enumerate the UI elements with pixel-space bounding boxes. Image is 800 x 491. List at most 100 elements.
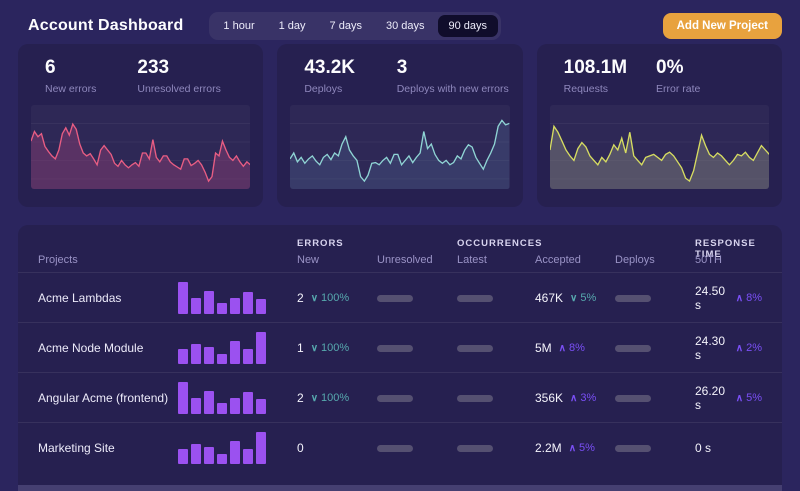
error-count-bar bbox=[230, 340, 240, 364]
accepted-trend-up: ∧ 3% bbox=[570, 391, 597, 404]
placeholder-pill bbox=[457, 444, 493, 452]
placeholder-pill bbox=[377, 294, 413, 302]
response-time-trend-up: ∧ 8% bbox=[735, 291, 762, 304]
errors-mini-bar-chart bbox=[178, 331, 297, 364]
stat-label: Deploys bbox=[304, 83, 343, 95]
error-count-bar bbox=[204, 446, 214, 464]
accepted-trend-up: ∧ 5% bbox=[568, 441, 595, 454]
occurrences-accepted-cell: 2.2M ∧ 5% bbox=[535, 441, 615, 455]
add-new-project-button[interactable]: Add New Project bbox=[662, 13, 782, 39]
placeholder-pill bbox=[615, 344, 651, 352]
chevron-up-icon: ∧ bbox=[558, 342, 566, 354]
stat-values: 6 New errors 233 Unresolved errors bbox=[31, 57, 250, 95]
error-count-bar bbox=[217, 353, 227, 364]
chevron-down-icon: ∨ bbox=[310, 342, 319, 354]
stat-requests: 108.1M Requests bbox=[564, 57, 656, 95]
stat-new-errors: 6 New errors bbox=[45, 57, 137, 95]
errors-new-cell: 0 bbox=[297, 441, 377, 455]
error-count-bar bbox=[230, 440, 240, 464]
placeholder-pill bbox=[615, 294, 651, 302]
group-header-occurrences: OCCURRENCES bbox=[457, 238, 543, 249]
new-errors-value: 2 bbox=[297, 290, 304, 305]
occurrences-accepted-cell: 356K ∧ 3% bbox=[535, 391, 615, 405]
error-count-bar bbox=[178, 381, 188, 414]
errors-mini-bar-chart bbox=[178, 381, 297, 414]
error-count-bar bbox=[217, 303, 227, 314]
new-errors-value: 1 bbox=[297, 340, 304, 355]
occurrences-latest-cell bbox=[457, 439, 535, 457]
accepted-trend-down: ∨ 5% bbox=[570, 291, 597, 304]
project-name-link[interactable]: Angular Acme (frontend) bbox=[38, 390, 169, 405]
stat-value: 6 bbox=[45, 57, 56, 78]
group-header-errors: ERRORS bbox=[297, 238, 344, 249]
placeholder-pill bbox=[377, 344, 413, 352]
error-count-bar bbox=[204, 391, 214, 414]
tab-30-days[interactable]: 30 days bbox=[385, 20, 425, 32]
new-errors-value: 0 bbox=[297, 440, 304, 455]
error-count-bar bbox=[256, 431, 266, 464]
error-count-bar bbox=[191, 298, 201, 314]
table-body: Acme Lambdas 2 ∨ 100% 467K ∨ 5% 24.50 s ∧ 8% A… bbox=[18, 272, 782, 472]
errors-unresolved-cell bbox=[377, 289, 457, 307]
col-header-latest: Latest bbox=[457, 253, 487, 266]
tab-1-hour[interactable]: 1 hour bbox=[223, 20, 255, 32]
chevron-down-icon: ∨ bbox=[310, 292, 319, 304]
response-time-trend-up: ∧ 5% bbox=[735, 391, 762, 404]
header: Account Dashboard 1 hour 1 day 7 days 30 da… bbox=[0, 0, 800, 42]
error-count-bar bbox=[204, 346, 214, 364]
stat-unresolved-errors: 233 Unresolved errors bbox=[137, 57, 250, 95]
response-time-50th-cell: 0 s bbox=[695, 441, 762, 455]
tab-1-day[interactable]: 1 day bbox=[278, 20, 306, 32]
chevron-up-icon: ∧ bbox=[570, 392, 578, 404]
error-count-bar bbox=[191, 343, 201, 364]
errors-stat-card: 6 New errors 233 Unresolved errors bbox=[18, 44, 264, 207]
error-count-bar bbox=[217, 453, 227, 464]
deploys-stat-card: 43.2K Deploys 3 Deploys with new errors bbox=[277, 44, 523, 207]
error-count-bar bbox=[178, 349, 188, 364]
errors-new-cell: 2 ∨ 100% bbox=[297, 291, 377, 305]
table-row[interactable]: Acme Lambdas 2 ∨ 100% 467K ∨ 5% 24.50 s ∧ 8% bbox=[18, 272, 782, 322]
stat-deploys: 43.2K Deploys bbox=[304, 57, 396, 95]
chevron-down-icon: ∨ bbox=[310, 392, 319, 404]
chevron-up-icon: ∧ bbox=[735, 292, 744, 304]
placeholder-pill bbox=[457, 344, 493, 352]
table-row[interactable]: Marketing Site 0 2.2M ∧ 5% 0 s bbox=[18, 422, 782, 472]
errors-new-cell: 1 ∨ 100% bbox=[297, 341, 377, 355]
error-count-bar bbox=[256, 331, 266, 364]
error-count-bar bbox=[256, 399, 266, 414]
stat-values: 43.2K Deploys 3 Deploys with new errors bbox=[290, 57, 509, 95]
errors-unresolved-cell bbox=[377, 339, 457, 357]
project-name-link[interactable]: Acme Lambdas bbox=[38, 290, 122, 305]
col-header-new: New bbox=[297, 253, 320, 266]
stat-value: 0% bbox=[656, 57, 684, 78]
project-name-link[interactable]: Acme Node Module bbox=[38, 340, 144, 355]
table-row[interactable]: Angular Acme (frontend) 2 ∨ 100% 356K ∧ 3% 2… bbox=[18, 372, 782, 422]
response-time-value: 0 s bbox=[695, 440, 712, 455]
occurrences-latest-cell bbox=[457, 389, 535, 407]
response-time-value: 24.30 s bbox=[695, 333, 726, 362]
col-header-50th: 50TH bbox=[695, 253, 722, 266]
occurrences-deploys-cell bbox=[615, 389, 695, 407]
placeholder-pill bbox=[377, 394, 413, 402]
projects-table: ERRORS OCCURRENCES RESPONSE TIME Project… bbox=[18, 225, 782, 491]
stat-value: 108.1M bbox=[563, 57, 628, 78]
response-time-value: 26.20 s bbox=[695, 383, 726, 412]
project-name-link[interactable]: Marketing Site bbox=[38, 440, 115, 455]
requests-stat-card: 108.1M Requests 0% Error rate bbox=[536, 44, 782, 207]
response-time-trend-up: ∧ 2% bbox=[735, 341, 762, 354]
error-count-bar bbox=[191, 443, 201, 464]
error-count-bar bbox=[243, 391, 253, 414]
stat-label: Error rate bbox=[656, 83, 701, 95]
error-count-bar bbox=[191, 398, 201, 414]
tab-7-days[interactable]: 7 days bbox=[329, 20, 362, 32]
occurrences-deploys-cell bbox=[615, 339, 695, 357]
occurrences-deploys-cell bbox=[615, 439, 695, 457]
tab-90-days[interactable]: 90 days bbox=[437, 15, 499, 37]
accepted-value: 467K bbox=[535, 290, 564, 305]
stat-value: 233 bbox=[137, 57, 170, 78]
table-row[interactable]: Acme Node Module 1 ∨ 100% 5M ∧ 8% 24.30 s ∧ 2% bbox=[18, 322, 782, 372]
stat-label: Requests bbox=[563, 83, 609, 95]
response-time-50th-cell: 24.50 s ∧ 8% bbox=[695, 284, 762, 312]
placeholder-pill bbox=[615, 394, 651, 402]
error-count-bar bbox=[256, 299, 266, 314]
